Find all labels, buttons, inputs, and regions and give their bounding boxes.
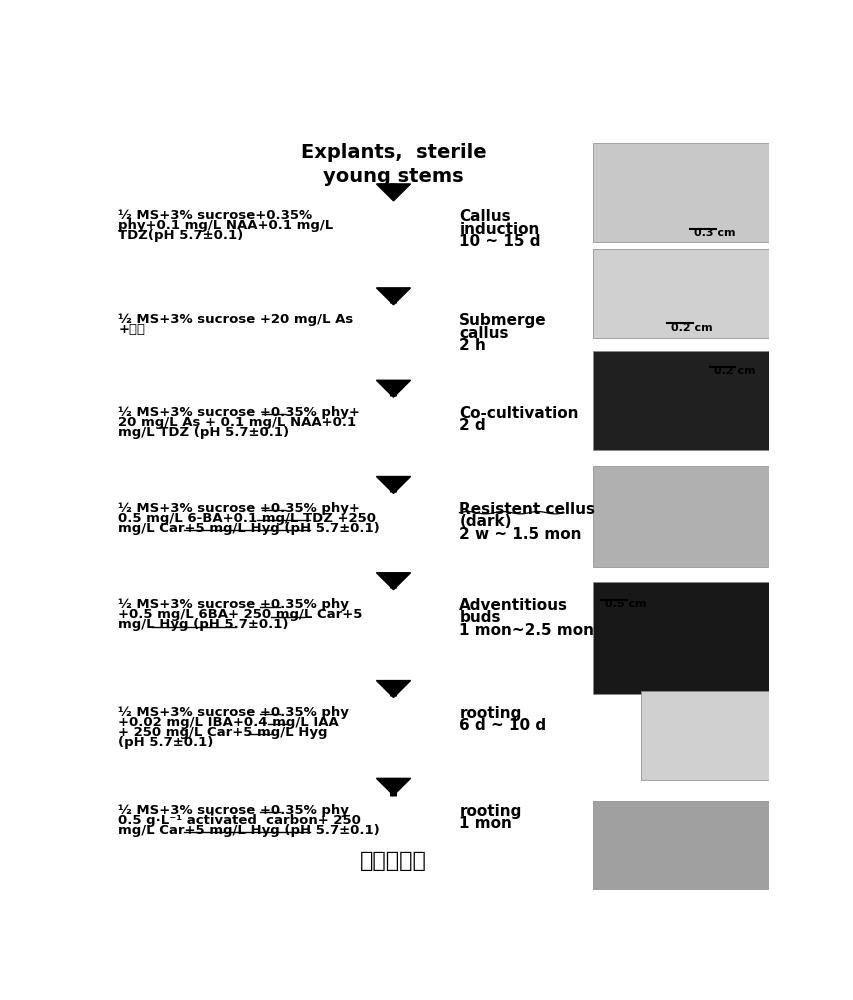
Text: mg/L TDZ (pH 5.7±0.1): mg/L TDZ (pH 5.7±0.1) <box>119 426 289 439</box>
Text: Submerge: Submerge <box>459 313 547 328</box>
Text: +0.5 mg/L 6BA+ 250 mg/L Car+5: +0.5 mg/L 6BA+ 250 mg/L Car+5 <box>119 608 363 621</box>
Text: phy+0.1 mg/L NAA+0.1 mg/L: phy+0.1 mg/L NAA+0.1 mg/L <box>119 219 334 232</box>
Text: Callus: Callus <box>459 209 510 224</box>
Text: rooting: rooting <box>459 706 521 721</box>
Text: +菌体: +菌体 <box>119 323 145 336</box>
Text: 1 mon: 1 mon <box>459 816 512 831</box>
Text: 0.2 cm: 0.2 cm <box>670 323 711 333</box>
Text: induction: induction <box>459 222 539 237</box>
Text: 0.5 cm: 0.5 cm <box>605 599 646 609</box>
Text: 20 mg/L As + 0.1 mg/L NAA+0.1: 20 mg/L As + 0.1 mg/L NAA+0.1 <box>119 416 356 429</box>
Text: 2 d: 2 d <box>459 418 485 433</box>
Text: 10 ~ 15 d: 10 ~ 15 d <box>459 234 540 249</box>
Text: 0.5 mg/L 6-BA+0.1 mg/L TDZ +250: 0.5 mg/L 6-BA+0.1 mg/L TDZ +250 <box>119 512 376 525</box>
Polygon shape <box>376 778 410 795</box>
Text: ½ MS+3% sucrose+0.35%: ½ MS+3% sucrose+0.35% <box>119 209 312 222</box>
Text: Resistent cellus: Resistent cellus <box>459 502 595 517</box>
Text: (pH 5.7±0.1): (pH 5.7±0.1) <box>119 736 213 749</box>
Text: ½ MS+3% sucrose +0.35% phy: ½ MS+3% sucrose +0.35% phy <box>119 598 349 611</box>
Text: 0.3 cm: 0.3 cm <box>693 228 734 238</box>
Text: Explants,  sterile
young stems: Explants, sterile young stems <box>300 143 485 186</box>
Text: mg/L Car+5 mg/L Hyg (pH 5.7±0.1): mg/L Car+5 mg/L Hyg (pH 5.7±0.1) <box>119 824 380 837</box>
Text: ½ MS+3% sucrose +0.35% phy: ½ MS+3% sucrose +0.35% phy <box>119 804 349 817</box>
Text: buds: buds <box>459 610 501 625</box>
Text: 1 mon~2.5 mon: 1 mon~2.5 mon <box>459 623 594 638</box>
Text: 6 d ~ 10 d: 6 d ~ 10 d <box>459 718 546 733</box>
Polygon shape <box>376 380 410 397</box>
Text: mg/L Hyg (pH 5.7±0.1): mg/L Hyg (pH 5.7±0.1) <box>119 618 288 631</box>
Text: TDZ(pH 5.7±0.1): TDZ(pH 5.7±0.1) <box>119 229 243 242</box>
Text: +0.02 mg/L IBA+0.4 mg/L IAA: +0.02 mg/L IBA+0.4 mg/L IAA <box>119 716 339 729</box>
Text: Adventitious: Adventitious <box>459 598 568 613</box>
Text: 0.2 cm: 0.2 cm <box>713 366 754 376</box>
Text: + 250 mg/L Car+5 mg/L Hyg: + 250 mg/L Car+5 mg/L Hyg <box>119 726 328 739</box>
Bar <box>593 351 768 450</box>
Polygon shape <box>376 681 410 698</box>
Bar <box>593 582 768 694</box>
Text: Co-cultivation: Co-cultivation <box>459 406 578 421</box>
Bar <box>641 691 768 780</box>
Polygon shape <box>376 573 410 590</box>
Text: ½ MS+3% sucrose +20 mg/L As: ½ MS+3% sucrose +20 mg/L As <box>119 313 353 326</box>
Text: 0.5 g·L⁻¹ activated  carbon+ 250: 0.5 g·L⁻¹ activated carbon+ 250 <box>119 814 361 827</box>
Bar <box>593 801 768 948</box>
Bar <box>593 249 768 338</box>
Polygon shape <box>376 477 410 493</box>
Text: ½ MS+3% sucrose +0.35% phy+: ½ MS+3% sucrose +0.35% phy+ <box>119 502 360 515</box>
Polygon shape <box>376 288 410 305</box>
Text: callus: callus <box>459 326 508 341</box>
Text: ½ MS+3% sucrose +0.35% phy: ½ MS+3% sucrose +0.35% phy <box>119 706 349 719</box>
Text: ½ MS+3% sucrose +0.35% phy+: ½ MS+3% sucrose +0.35% phy+ <box>119 406 360 419</box>
Text: mg/L Car+5 mg/L Hyg (pH 5.7±0.1): mg/L Car+5 mg/L Hyg (pH 5.7±0.1) <box>119 522 380 535</box>
Text: 炼苗、移栽: 炼苗、移栽 <box>360 851 426 871</box>
Text: 2 h: 2 h <box>459 338 485 353</box>
Text: (dark): (dark) <box>459 514 511 529</box>
Bar <box>593 143 768 242</box>
Text: 2 w ~ 1.5 mon: 2 w ~ 1.5 mon <box>459 527 581 542</box>
Bar <box>593 466 768 567</box>
Polygon shape <box>376 184 410 201</box>
Text: rooting: rooting <box>459 804 521 819</box>
